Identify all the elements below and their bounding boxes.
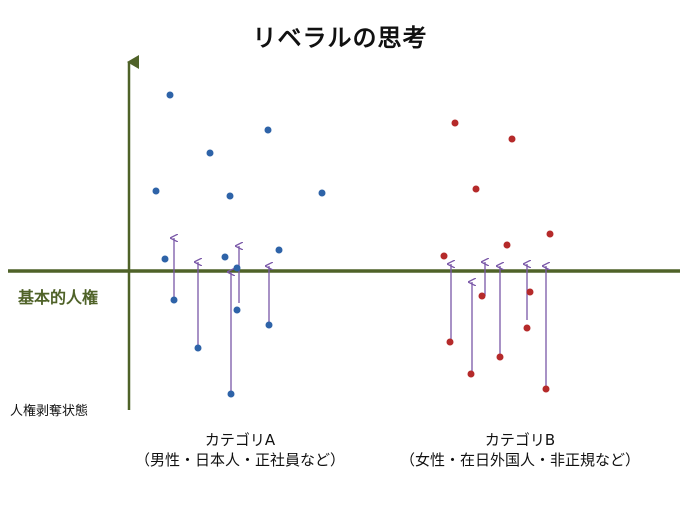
category-b-point — [508, 135, 516, 143]
category-a-point — [152, 187, 160, 195]
category-b-point — [446, 338, 454, 346]
category-b-point — [451, 119, 459, 127]
category-a-point — [221, 253, 229, 261]
category-a-point — [233, 264, 241, 272]
category-a-points — [152, 91, 326, 398]
category-a-point — [275, 246, 283, 254]
category-b-name: カテゴリB — [484, 431, 556, 449]
category-a-point — [264, 126, 272, 134]
category-b-point — [478, 292, 486, 300]
category-a-point — [194, 344, 202, 352]
category-a-point — [161, 255, 169, 263]
category-b-point — [503, 241, 511, 249]
category-b-point — [472, 185, 480, 193]
category-a-point — [206, 149, 214, 157]
category-b-point — [440, 252, 448, 260]
category-b-points — [440, 119, 554, 393]
category-a-point — [227, 390, 235, 398]
category-a-name: カテゴリA — [204, 431, 276, 449]
baseline-label: 基本的人権 — [18, 288, 99, 307]
category-a-arrows — [174, 238, 269, 394]
category-b-label: カテゴリB （女性・在日外国人・非正規など） — [380, 430, 660, 470]
category-b-point — [523, 324, 531, 332]
category-b-arrows — [451, 262, 546, 389]
category-b-point — [496, 353, 504, 361]
category-a-label: カテゴリA （男性・日本人・正社員など） — [110, 430, 370, 470]
category-a-point — [233, 306, 241, 314]
category-a-point — [265, 321, 273, 329]
category-a-point — [226, 192, 234, 200]
category-b-point — [542, 385, 550, 393]
category-a-point — [166, 91, 174, 99]
category-a-point — [318, 189, 326, 197]
category-b-point — [467, 370, 475, 378]
category-a-point — [170, 296, 178, 304]
category-a-subtitle: （男性・日本人・正社員など） — [134, 451, 345, 469]
bottom-axis-label: 人権剥奪状態 — [10, 404, 89, 419]
category-b-point — [546, 230, 554, 238]
category-b-point — [526, 288, 534, 296]
category-b-subtitle: （女性・在日外国人・非正規など） — [399, 451, 640, 469]
diagram-title: リベラルの思考 — [252, 24, 428, 52]
